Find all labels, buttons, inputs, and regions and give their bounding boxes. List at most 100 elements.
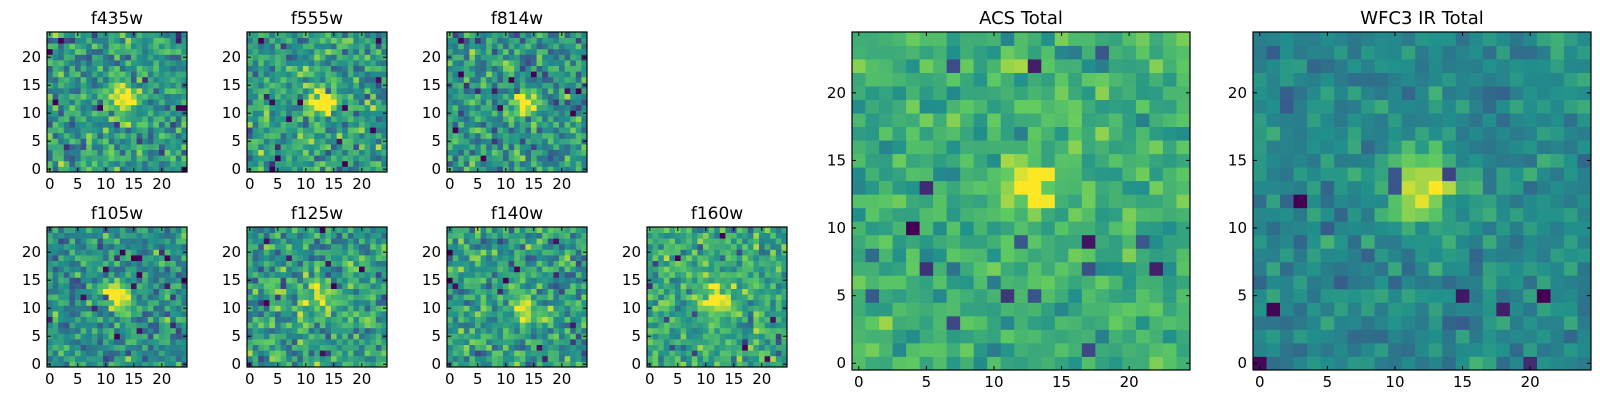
pixel [519,121,526,128]
pixel [381,227,388,233]
pixel [331,127,337,134]
pixel [97,322,104,329]
pixel [652,238,659,245]
pixel [865,194,880,209]
pixel [114,127,121,134]
pixel [63,355,70,362]
pixel [892,329,907,344]
pixel [170,160,177,167]
pixel [258,322,265,329]
pixel [503,54,509,61]
pixel [719,266,726,273]
pixel [370,266,377,273]
pixel [906,302,920,317]
pixel [1108,207,1123,222]
pixel [280,243,287,250]
pixel [525,144,532,150]
pixel [353,32,360,38]
pixel [336,255,343,261]
pixel [52,238,59,245]
pixel [1027,221,1042,236]
pixel [370,155,377,162]
pixel [731,260,737,267]
pixel [58,127,65,134]
pixel [919,194,934,209]
pixel [691,249,698,256]
pixel [447,311,453,317]
pixel [658,361,665,368]
pixel [336,144,343,150]
pixel [147,277,154,284]
pixel [280,266,287,273]
pixel [86,121,93,128]
pixel [669,255,676,261]
pixel [731,238,737,245]
pixel [342,144,349,150]
pixel [258,160,265,167]
pixel [503,104,509,111]
pixel [136,294,143,301]
pixel [447,288,453,295]
pixel [269,110,276,117]
pixel [658,322,665,329]
pixel [58,232,65,239]
panel-title-f105w: f105w [91,204,143,224]
pixel [175,288,182,295]
pixel [153,127,160,134]
pixel [381,65,388,72]
pixel [359,350,365,357]
pixel [680,327,687,334]
pixel [480,110,487,117]
pixel [114,322,121,329]
pixel [1027,315,1042,330]
x-tick-label: 5 [73,175,83,193]
pixel [303,155,309,162]
pixel [892,234,907,249]
pixel [536,54,543,61]
pixel [286,99,293,106]
pixel [736,255,743,261]
pixel [325,294,332,301]
pixel [336,155,343,162]
pixel [691,260,698,267]
pixel [364,155,371,162]
pixel [781,294,788,301]
pixel [153,93,160,100]
pixel [531,65,537,72]
pixel [75,333,81,340]
pixel [375,155,382,162]
pixel [86,65,93,72]
pixel [275,116,281,122]
pixel [314,71,321,78]
pixel [469,333,476,340]
pixel [463,110,470,117]
pixel [508,350,515,357]
pixel [764,238,771,245]
pixel [319,255,326,261]
pixel [91,299,98,306]
pixel [291,43,298,50]
pixel [508,243,515,250]
pixel [58,132,65,139]
pixel [114,243,121,250]
pixel [491,299,498,306]
pixel [463,144,470,150]
pixel [879,167,893,182]
pixel [370,288,377,295]
pixel [919,234,934,249]
pixel [747,243,754,250]
pixel [669,327,676,334]
pixel [879,329,893,344]
pixel [308,54,315,61]
y-tick-label: 10 [622,299,641,317]
pixel [559,138,565,145]
pixel [75,288,81,295]
pixel [892,221,907,236]
pixel [675,350,681,357]
pixel [536,82,543,89]
pixel [581,60,588,66]
x-tick-label: 10 [96,370,115,388]
pixel [159,260,165,267]
